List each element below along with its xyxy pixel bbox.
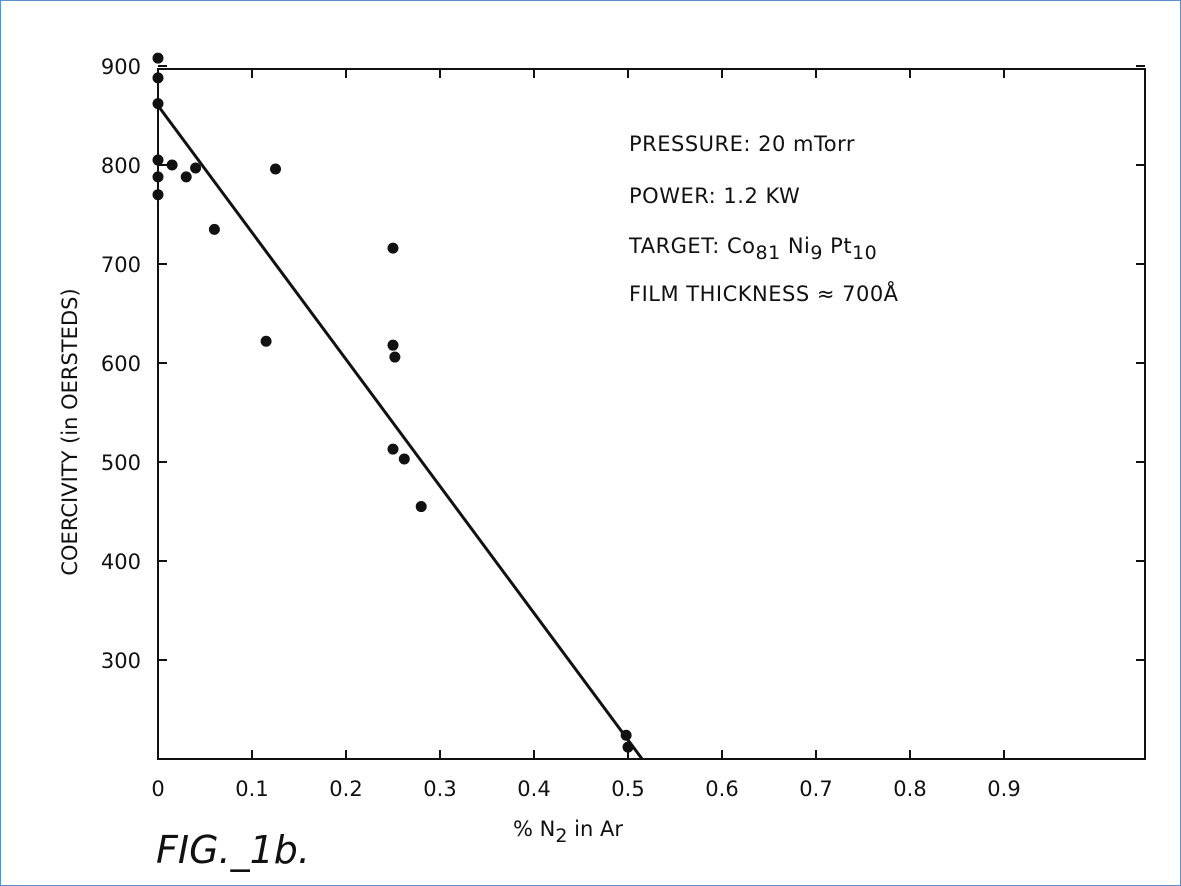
data-point — [152, 52, 164, 64]
y-tick-label: 700 — [101, 253, 141, 277]
x-tick-label: 0.5 — [611, 777, 644, 801]
data-points — [152, 52, 634, 753]
data-point — [152, 171, 164, 183]
y-axis-ticks: 300 400 500 600 700 800 900 — [101, 55, 1145, 673]
data-point — [152, 154, 164, 166]
data-point — [398, 453, 410, 465]
annotation-line: FILM THICKNESS ≈ 700Å — [629, 280, 899, 306]
data-point — [152, 189, 164, 201]
annotation-subscript: 9 — [810, 242, 823, 264]
annotation-subscript: 81 — [755, 242, 780, 264]
data-point — [387, 339, 399, 351]
data-point — [152, 98, 164, 110]
fit-line-group — [156, 104, 644, 760]
x-axis-ticks: 0 0.1 0.2 0.3 0.4 0.5 0.6 0.7 0.8 0.9 — [151, 69, 1021, 801]
x-tick-label: 0 — [151, 777, 164, 801]
annotation-text: FILM THICKNESS ≈ 700Å — [629, 280, 899, 306]
data-point — [270, 163, 281, 175]
x-title-part: % N — [513, 817, 555, 841]
data-point — [190, 162, 202, 174]
x-tick-label: 0.7 — [799, 777, 832, 801]
y-tick-label: 400 — [101, 550, 141, 574]
y-tick-label: 600 — [101, 352, 141, 376]
data-point — [387, 242, 399, 254]
plot-area — [157, 68, 1146, 760]
x-axis-title: % N2 in Ar — [513, 817, 623, 847]
y-tick-label: 800 — [101, 154, 141, 178]
data-point — [208, 223, 220, 235]
data-point — [387, 443, 399, 455]
annotation-text: Pt — [823, 234, 852, 258]
data-point — [622, 741, 634, 753]
x-title-subscript: 2 — [555, 825, 567, 847]
x-tick-label: 0.8 — [893, 777, 926, 801]
data-point — [415, 501, 427, 513]
annotation-line: POWER: 1.2 KW — [629, 184, 800, 208]
annotation-subscript: 10 — [852, 242, 877, 264]
data-point — [620, 729, 632, 741]
annotation-line: TARGET: Co81 Ni9 Pt10 — [628, 234, 877, 264]
annotation-text: Ni — [781, 234, 811, 258]
x-tick-label: 0.6 — [705, 777, 738, 801]
y-tick-label: 500 — [101, 451, 141, 475]
y-tick-label: 300 — [101, 649, 141, 673]
annotation-text: TARGET: Co — [628, 234, 755, 258]
x-tick-label: 0.1 — [235, 777, 268, 801]
annotation-text: PRESSURE: 20 mTorr — [629, 132, 855, 156]
x-tick-label: 0.2 — [329, 777, 362, 801]
annotation-text: POWER: 1.2 KW — [629, 184, 800, 208]
data-point — [260, 335, 272, 347]
x-tick-label: 0.3 — [423, 777, 456, 801]
y-axis-title: COERCIVITY (in OERSTEDS) — [58, 288, 82, 575]
fit-line — [156, 104, 644, 760]
data-point — [166, 159, 178, 171]
x-title-part: in Ar — [567, 817, 623, 841]
annotations: PRESSURE: 20 mTorr POWER: 1.2 KW TARGET: C… — [628, 132, 899, 306]
x-tick-label: 0.9 — [987, 777, 1020, 801]
figure-label: FIG._1b. — [156, 828, 310, 872]
x-tick-label: 0.4 — [517, 777, 550, 801]
data-point — [180, 171, 192, 183]
data-point — [389, 351, 401, 363]
data-point — [152, 72, 164, 84]
annotation-line: PRESSURE: 20 mTorr — [629, 132, 855, 156]
y-tick-label: 900 — [101, 55, 141, 79]
